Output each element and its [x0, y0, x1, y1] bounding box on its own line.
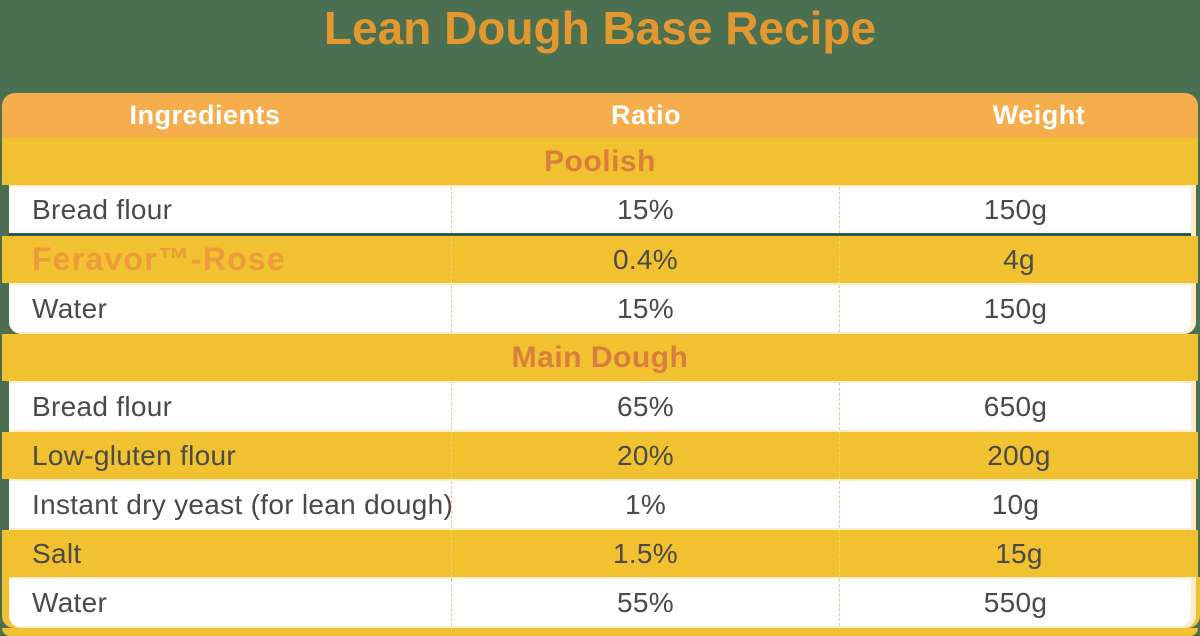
ingredient-cell: Low-gluten flour [2, 432, 452, 479]
ratio-cell: 15% [452, 187, 840, 233]
section-row-poolish: Poolish [2, 138, 1198, 185]
weight-cell: 650g [983, 390, 1048, 422]
ingredient-cell: Water [9, 285, 452, 332]
weight-cell: 10g [991, 488, 1040, 520]
ratio-cell: 1% [452, 481, 840, 528]
weight-cell: 200g [987, 439, 1051, 471]
section-row-main-dough: Main Dough [2, 334, 1198, 381]
table-header-row: Ingredients Ratio Weight [2, 93, 1198, 138]
weight-cell: 150g [983, 194, 1048, 225]
column-header-ingredients: Ingredients [129, 100, 281, 130]
column-header-weight: Weight [992, 100, 1086, 130]
ingredient-cell: Salt [2, 530, 452, 577]
table-row-instant-dry-yeast-for-lean-dough: Instant dry yeast (for lean dough) 1% 10g [9, 479, 1191, 530]
recipe-table: Ingredients Ratio Weight Poolish Bread fl… [2, 93, 1198, 636]
table-row-feravor-rose: Feravor™-Rose 0.4% 4g [2, 236, 1198, 283]
weight-cell: 550g [983, 586, 1048, 618]
ingredient-cell: Water [9, 579, 452, 626]
ratio-cell: 55% [452, 579, 840, 626]
section-label: Main Dough [511, 340, 689, 374]
ratio-cell: 15% [452, 285, 840, 332]
table-row-bread-flour: Bread flour 65% 650g [9, 381, 1191, 432]
weight-cell: 15g [995, 537, 1043, 569]
ingredient-cell: Bread flour [9, 383, 452, 430]
table-bottom-cap [2, 628, 1198, 636]
ratio-cell: 20% [452, 432, 840, 479]
ratio-cell: 65% [452, 383, 840, 430]
table-row-bread-flour: Bread flour 15% 150g [9, 185, 1191, 236]
table-row-water: Water 55% 550g [9, 577, 1191, 628]
column-header-ratio: Ratio [611, 100, 681, 130]
table-row-low-gluten-flour: Low-gluten flour 20% 200g [2, 432, 1198, 479]
ratio-cell: 0.4% [452, 236, 840, 283]
weight-cell: 4g [1003, 243, 1035, 275]
ingredient-cell: Feravor™-Rose [2, 236, 452, 283]
table-row-water: Water 15% 150g [9, 283, 1191, 334]
ingredient-cell: Bread flour [9, 187, 452, 233]
section-label: Poolish [544, 144, 656, 178]
ingredient-cell: Instant dry yeast (for lean dough) [9, 481, 453, 528]
weight-cell: 150g [983, 292, 1048, 324]
table-body: Poolish Bread flour 15% 150g Feravor™-Rose 0.… [2, 138, 1198, 628]
table-row-salt: Salt 1.5% 15g [2, 530, 1198, 577]
ratio-cell: 1.5% [452, 530, 840, 577]
page-title: Lean Dough Base Recipe [323, 2, 877, 54]
